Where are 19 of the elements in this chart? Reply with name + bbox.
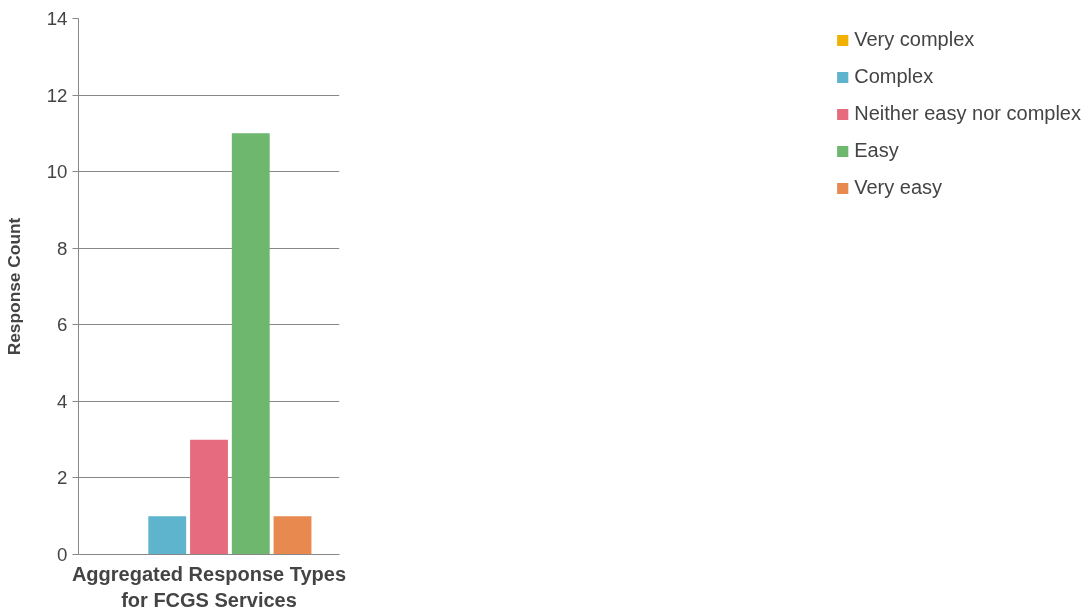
legend-label: Very complex bbox=[854, 28, 975, 51]
bar bbox=[231, 133, 270, 555]
x-axis-title: Aggregated Response Types for FCGS Services bbox=[71, 562, 347, 611]
y-tick-label: 10 bbox=[46, 161, 68, 183]
legend-label: Very easy bbox=[854, 176, 943, 199]
legend-label: Easy bbox=[854, 139, 899, 162]
y-tick-label: 6 bbox=[57, 314, 68, 336]
bar bbox=[148, 516, 187, 555]
y-tick-label: 0 bbox=[57, 544, 68, 565]
y-tick-label: 12 bbox=[46, 84, 68, 106]
legend-label: Complex bbox=[854, 65, 934, 88]
y-tick-label: 4 bbox=[57, 390, 68, 412]
y-tick-label: 14 bbox=[46, 8, 68, 29]
legend-label: Neither easy nor complex bbox=[854, 102, 1081, 125]
bar bbox=[273, 516, 312, 555]
y-tick-label: 8 bbox=[57, 237, 68, 259]
bar bbox=[190, 439, 228, 555]
y-tick-label: 2 bbox=[57, 467, 68, 489]
y-axis-title: Response Count bbox=[3, 217, 24, 356]
